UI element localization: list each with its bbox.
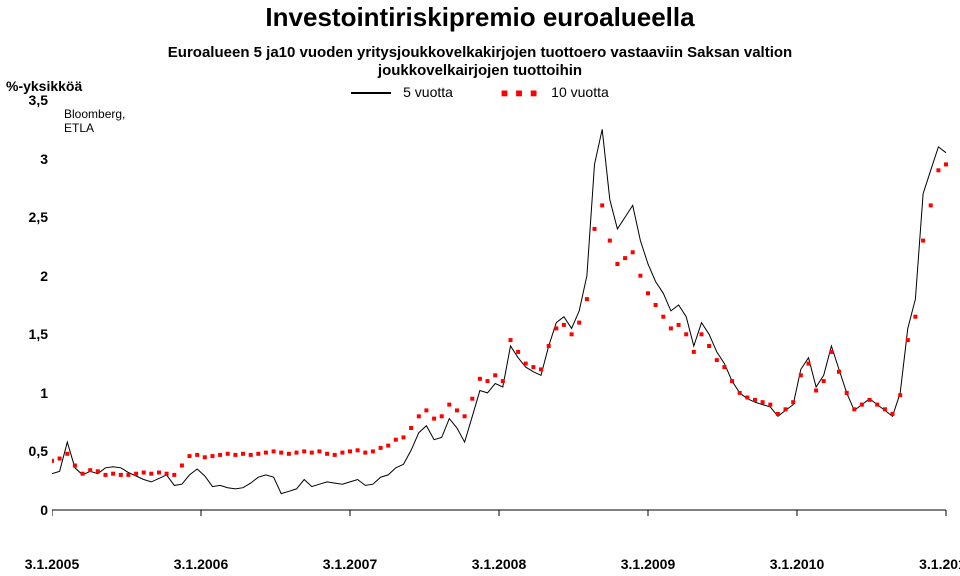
x-tick-label: 3.1.2011 xyxy=(919,556,960,572)
x-tick-label: 3.1.2006 xyxy=(174,556,229,572)
legend-line-icon xyxy=(351,92,391,94)
subtitle-line-1: Euroalueen 5 ja10 vuoden yritysjoukkovel… xyxy=(168,44,792,61)
y-tick-label: 0 xyxy=(40,502,48,518)
legend-label-5y: 5 vuotta xyxy=(403,84,453,100)
x-tick-label: 3.1.2010 xyxy=(770,556,825,572)
x-tick-label: 3.1.2009 xyxy=(621,556,676,572)
y-tick-label: 2,5 xyxy=(29,209,48,225)
plot-area xyxy=(52,100,950,540)
chart-subtitle: Euroalueen 5 ja10 vuoden yritysjoukkovel… xyxy=(0,44,960,80)
y-tick-label: 0,5 xyxy=(29,443,48,459)
legend-dots-icon: ■ ■ ■ xyxy=(501,86,539,100)
y-tick-label: 3,5 xyxy=(29,92,48,108)
x-tick-label: 3.1.2005 xyxy=(25,556,80,572)
series-10-vuotta xyxy=(52,162,948,477)
y-tick-label: 1,5 xyxy=(29,326,48,342)
y-tick-label: 1 xyxy=(40,385,48,401)
x-tick-label: 3.1.2008 xyxy=(472,556,527,572)
chart-container: Investointiriskipremio euroalueella Euro… xyxy=(0,0,960,576)
legend-item-10y: ■ ■ ■ 10 vuotta xyxy=(501,84,609,100)
legend: 5 vuotta ■ ■ ■ 10 vuotta xyxy=(0,84,960,100)
y-tick-label: 2 xyxy=(40,268,48,284)
legend-label-10y: 10 vuotta xyxy=(551,84,609,100)
y-tick-label: 3 xyxy=(40,151,48,167)
subtitle-line-2: joukkovelkairjojen tuottoihin xyxy=(378,62,582,79)
legend-item-5y: 5 vuotta xyxy=(351,84,453,100)
series-5-vuotta xyxy=(52,129,946,493)
chart-title: Investointiriskipremio euroalueella xyxy=(0,2,960,33)
x-tick-label: 3.1.2007 xyxy=(323,556,378,572)
